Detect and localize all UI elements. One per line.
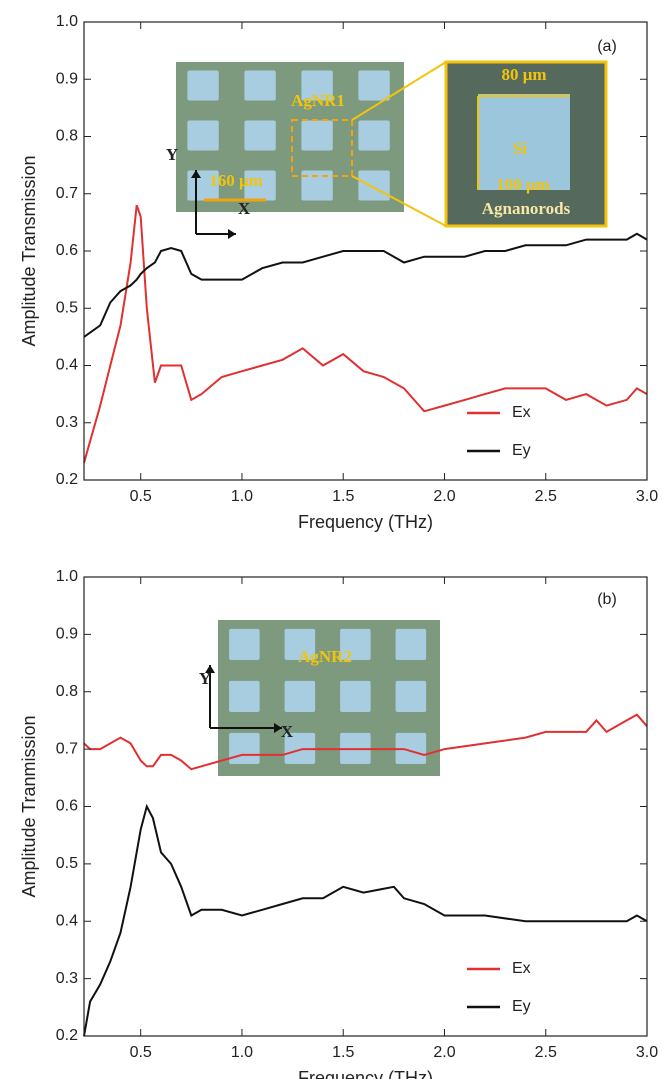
annotation: X bbox=[281, 722, 294, 741]
y-tick-label: 0.3 bbox=[56, 970, 78, 987]
x-tick-label: 3.0 bbox=[636, 1044, 658, 1061]
x-tick-label: 1.0 bbox=[231, 1044, 253, 1061]
si-pad bbox=[284, 732, 316, 765]
legend-label: Ey bbox=[512, 998, 531, 1015]
y-tick-label: 0.6 bbox=[56, 798, 78, 815]
annotation: 100 μm bbox=[496, 175, 550, 194]
si-pad bbox=[229, 628, 260, 661]
si-pad bbox=[244, 170, 276, 201]
y-tick-label: 0.2 bbox=[56, 471, 78, 488]
y-tick-label: 0.5 bbox=[56, 299, 78, 316]
arrow-head bbox=[228, 229, 236, 239]
si-pad bbox=[395, 680, 427, 713]
si-pad bbox=[301, 120, 333, 151]
arrow-head bbox=[274, 723, 282, 733]
x-tick-label: 0.5 bbox=[130, 1044, 152, 1061]
x-tick-label: 2.5 bbox=[535, 1044, 557, 1061]
legend-label: Ex bbox=[512, 404, 531, 421]
annotation: Y bbox=[166, 145, 178, 164]
y-tick-label: 0.5 bbox=[56, 855, 78, 872]
series-line bbox=[83, 204, 648, 464]
y-tick-label: 0.4 bbox=[56, 912, 78, 929]
zoom-marker bbox=[291, 119, 353, 177]
annotation: Y bbox=[199, 669, 211, 688]
series-line bbox=[83, 713, 648, 771]
y-axis-title: Amplitude Transmission bbox=[19, 155, 39, 346]
annotation: 80 μm bbox=[501, 65, 546, 84]
si-pad bbox=[284, 680, 316, 713]
x-tick-label: 1.5 bbox=[332, 488, 354, 505]
x-tick-label: 2.0 bbox=[433, 488, 455, 505]
si-pad bbox=[340, 628, 371, 661]
y-tick-label: 0.7 bbox=[56, 740, 78, 757]
legend-label: Ey bbox=[512, 442, 531, 459]
legend-label: Ex bbox=[512, 960, 531, 977]
si-pad bbox=[229, 680, 260, 713]
si-pad bbox=[187, 120, 219, 151]
y-tick-label: 1.0 bbox=[56, 568, 78, 585]
annotation: 160 μm bbox=[209, 171, 263, 190]
x-axis-title: Frequency (THz) bbox=[298, 1068, 433, 1079]
x-axis-title: Frequency (THz) bbox=[298, 512, 433, 532]
si-pad bbox=[244, 120, 276, 151]
si-pad bbox=[301, 170, 333, 201]
si-pad bbox=[284, 628, 316, 661]
series-line bbox=[83, 803, 648, 1037]
y-tick-label: 1.0 bbox=[56, 13, 78, 30]
series-line bbox=[83, 232, 648, 338]
zoom-link bbox=[351, 61, 447, 121]
y-tick-label: 0.6 bbox=[56, 242, 78, 259]
si-pad bbox=[358, 170, 390, 201]
x-tick-label: 1.0 bbox=[231, 488, 253, 505]
y-tick-label: 0.8 bbox=[56, 128, 78, 145]
arrow-head bbox=[191, 170, 201, 178]
x-tick-label: 3.0 bbox=[636, 488, 658, 505]
chart: 0.5 1.0 1.5 2.0 2.5 3.0 0.2 0.3 0.4 0.5 0.6 0.7 0.8 0… bbox=[19, 13, 658, 532]
annotation: (b) bbox=[597, 591, 617, 608]
y-tick-label: 0.3 bbox=[56, 414, 78, 431]
si-pad bbox=[358, 70, 390, 101]
y-tick-label: 0.9 bbox=[56, 70, 78, 87]
si-pad bbox=[395, 628, 427, 661]
y-tick-label: 0.9 bbox=[56, 626, 78, 643]
zoom-pad bbox=[478, 94, 570, 190]
y-tick-label: 0.2 bbox=[56, 1027, 78, 1044]
annotation: (a) bbox=[597, 38, 617, 55]
si-pad bbox=[229, 732, 260, 765]
x-tick-label: 1.5 bbox=[332, 1044, 354, 1061]
si-pad bbox=[358, 120, 390, 151]
chart: 0.5 1.0 1.5 2.0 2.5 3.0 0.2 0.3 0.4 0.5 0.6 0.7 0.8 0… bbox=[19, 568, 658, 1079]
si-pad bbox=[244, 70, 276, 101]
si-pad bbox=[340, 680, 371, 713]
x-tick-label: 0.5 bbox=[130, 488, 152, 505]
y-tick-label: 0.4 bbox=[56, 357, 78, 374]
arrow-head bbox=[205, 665, 215, 673]
y-tick-label: 0.7 bbox=[56, 185, 78, 202]
si-pad bbox=[187, 70, 219, 101]
x-tick-label: 2.0 bbox=[433, 1044, 455, 1061]
zoom-link bbox=[351, 175, 447, 227]
x-tick-label: 2.5 bbox=[535, 488, 557, 505]
si-pad bbox=[301, 70, 333, 101]
annotation: X bbox=[238, 199, 251, 218]
y-tick-label: 0.8 bbox=[56, 683, 78, 700]
annotation: AgNR2 bbox=[298, 647, 352, 666]
si-pad bbox=[395, 732, 427, 765]
annotation: AgNR1 bbox=[291, 91, 345, 110]
annotation: Agnanorods bbox=[482, 199, 571, 218]
y-axis-title: Amplitude Tranmission bbox=[19, 715, 39, 897]
annotation: Si bbox=[513, 139, 527, 158]
